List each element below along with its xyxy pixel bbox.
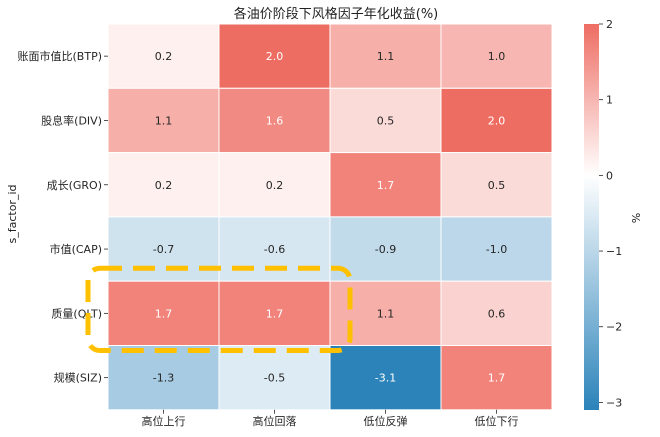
cell-value-label: 1.7	[488, 372, 506, 385]
heatmap-cell	[107, 87, 220, 154]
heatmap-cell	[218, 280, 331, 347]
heatmap-cell	[107, 23, 220, 89]
cell-value-label: 0.5	[377, 114, 395, 127]
cell-value-label: 1.1	[377, 50, 395, 63]
heatmap-cell	[218, 152, 331, 218]
cell-value-label: 1.7	[266, 307, 284, 320]
cell-value-label: -0.7	[153, 243, 174, 256]
row-label: 质量(QLT)	[51, 307, 102, 320]
heatmap-cell	[329, 87, 442, 154]
colorbar-tick-label: 1	[606, 94, 613, 107]
row-label: 规模(SIZ)	[54, 371, 102, 385]
colorbar-label: %	[629, 213, 642, 223]
cell-value-label: -0.9	[375, 243, 396, 256]
heatmap-cell	[218, 345, 331, 411]
chart-title: 各油价阶段下风格因子年化收益(%)	[234, 6, 439, 22]
cell-value-label: 0.2	[155, 50, 173, 63]
colorbar-tick-label: −3	[606, 396, 622, 409]
cell-value-label: 2.0	[488, 114, 506, 127]
cell-value-label: 1.7	[155, 307, 173, 320]
cell-value-label: 1.7	[377, 179, 395, 192]
row-labels: 账面市值比(BTP) 股息率(DIV) 成长(GRO) 市值(CAP) 质量(QLT) 规…	[18, 49, 108, 385]
column-label: 高位回落	[253, 414, 297, 428]
colorbar-tick-label: 2	[606, 18, 613, 31]
cell-value-label: 0.2	[155, 179, 173, 192]
heatmap-cells: 0.2 2.0 1.1 1.0 1.1 1.6 0.5 2.0 0.2 0.2 1.7 0.5 -0.7…	[107, 23, 553, 411]
column-label: 低位反弹	[364, 414, 408, 428]
cell-value-label: -0.6	[264, 243, 285, 256]
cell-value-label: 2.0	[266, 50, 284, 63]
cell-value-label: 1.0	[488, 50, 506, 63]
y-axis-label: s_factor_id	[6, 185, 19, 244]
cell-value-label: -1.0	[486, 243, 507, 256]
colorbar-tick-label: −2	[606, 321, 622, 334]
column-labels: 高位上行 高位回落 低位反弹 低位下行	[142, 409, 519, 428]
cell-value-label: 0.2	[266, 179, 284, 192]
cell-value-label: -3.1	[375, 372, 396, 385]
row-label: 市值(CAP)	[50, 242, 102, 256]
cell-value-label: 1.6	[266, 114, 284, 127]
cell-value-label: 0.5	[488, 179, 506, 192]
heatmap-cell	[329, 345, 442, 411]
colorbar-ticks: 2 1 0 −1 −2 −3	[599, 18, 622, 409]
cell-value-label: -0.5	[264, 372, 285, 385]
row-label: 账面市值比(BTP)	[18, 49, 102, 63]
colorbar-tick-label: 0	[606, 169, 613, 182]
column-label: 高位上行	[142, 414, 186, 428]
heatmap-cell	[440, 280, 553, 347]
heatmap-cell	[329, 23, 442, 89]
heatmap-cell	[107, 280, 220, 347]
heatmap-cell	[440, 23, 553, 89]
cell-value-label: -1.3	[153, 372, 174, 385]
row-label: 成长(GRO)	[47, 179, 102, 192]
heatmap-cell	[107, 152, 220, 218]
column-label: 低位下行	[475, 414, 519, 428]
heatmap-cell	[440, 87, 553, 154]
heatmap-cell	[440, 216, 553, 282]
cell-value-label: 1.1	[377, 307, 395, 320]
highlight-box	[85, 265, 353, 354]
colorbar-tick-label: −1	[606, 245, 622, 258]
cell-value-label: 1.1	[155, 114, 173, 127]
row-label: 股息率(DIV)	[41, 113, 102, 127]
cell-value-label: 0.6	[488, 307, 506, 320]
colorbar	[584, 24, 599, 410]
